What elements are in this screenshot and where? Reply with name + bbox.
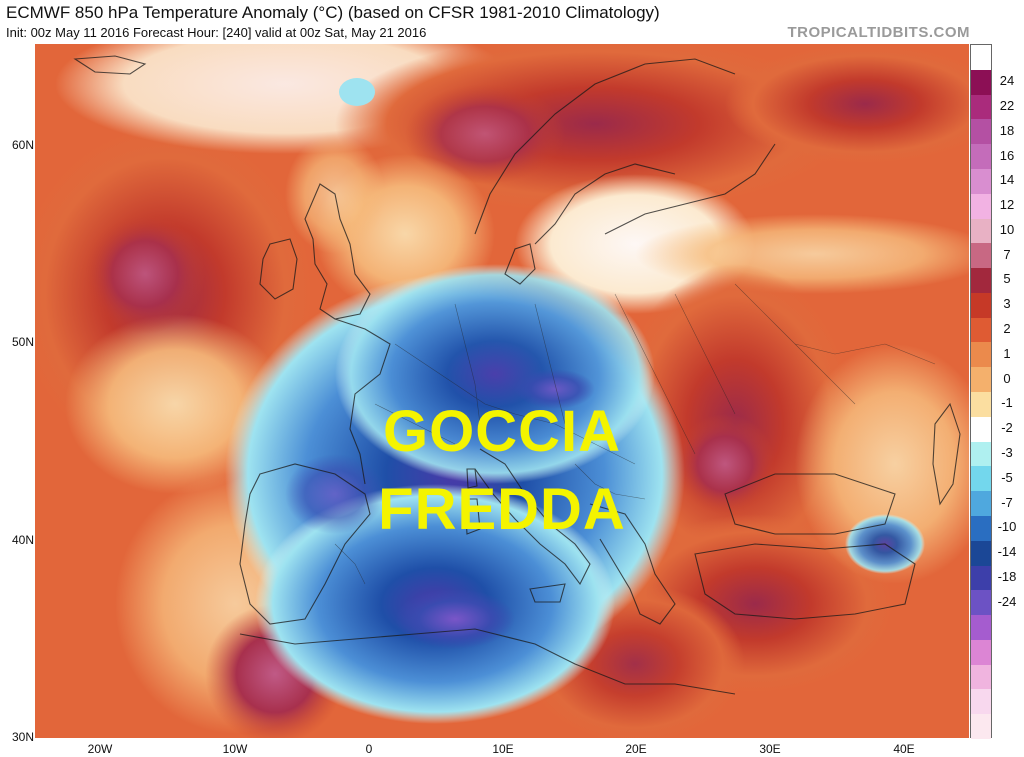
- colorbar-swatch: [971, 94, 991, 120]
- colorbar-tick-label: 3: [1003, 296, 1011, 312]
- lat-label-50n: 50N: [11, 335, 34, 349]
- colorbar-swatch: [971, 441, 991, 467]
- map-title: ECMWF 850 hPa Temperature Anomaly (°C) (…: [6, 3, 660, 22]
- colorbar-swatch: [971, 392, 991, 418]
- colorbar-swatch: [971, 714, 991, 740]
- colorbar-swatch: [971, 466, 991, 492]
- colorbar-swatch: [971, 144, 991, 170]
- colorbar-tick-label: 0: [1003, 370, 1011, 386]
- colorbar-tick-label: 16: [999, 147, 1015, 163]
- lon-label-30e: 30E: [759, 742, 781, 756]
- colorbar-swatch: [971, 193, 991, 219]
- colorbar-swatch: [971, 590, 991, 616]
- colorbar-swatch: [971, 168, 991, 195]
- colorbar-swatch: [971, 540, 991, 566]
- colorbar-swatch: [971, 664, 991, 690]
- anomaly-colorbar: [970, 44, 992, 740]
- colorbar-swatch: [971, 45, 991, 71]
- colorbar-tick-label: -3: [1001, 444, 1013, 460]
- colorbar-tick-label: -10: [997, 519, 1017, 535]
- colorbar-tick-label: -18: [997, 568, 1017, 584]
- colorbar-tick-label: 7: [1003, 246, 1011, 262]
- lon-label-0: 0: [365, 742, 373, 756]
- colorbar-tick-label: -5: [1001, 469, 1013, 485]
- colorbar-swatch: [971, 119, 991, 145]
- colorbar-swatch: [971, 317, 991, 343]
- colorbar-swatch: [971, 218, 991, 244]
- anomaly-field: [15, 14, 1005, 744]
- lat-label-30n: 30N: [11, 730, 34, 744]
- lon-label-10e: 10E: [492, 742, 514, 756]
- colorbar-tick-label: -14: [997, 544, 1017, 560]
- colorbar-tick-label: 2: [1003, 321, 1011, 337]
- colorbar-swatch: [971, 416, 991, 443]
- lon-label-40e: 40E: [893, 742, 915, 756]
- colorbar-swatch: [971, 292, 991, 319]
- colorbar-tick-label: 22: [999, 97, 1015, 113]
- lon-label-10w: 10W: [222, 742, 248, 756]
- lon-label-20e: 20E: [625, 742, 647, 756]
- temperature-anomaly-map: GOCCIA FREDDA: [15, 14, 1005, 744]
- overlay-text-line2: FREDDA: [378, 477, 626, 542]
- map-subtitle: Init: 00z May 11 2016 Forecast Hour: [24…: [6, 25, 427, 40]
- colorbar-swatch: [971, 342, 991, 368]
- colorbar-tick-label: 5: [1003, 271, 1011, 287]
- colorbar-tick-label: -24: [997, 593, 1017, 609]
- colorbar-tick-label: 24: [999, 73, 1015, 89]
- colorbar-tick-label: -7: [1001, 494, 1013, 510]
- colorbar-tick-label: 10: [999, 221, 1015, 237]
- colorbar-swatch: [971, 243, 991, 269]
- lat-label-60n: 60N: [11, 138, 34, 152]
- colorbar-swatch: [971, 689, 991, 715]
- colorbar-swatch: [971, 367, 991, 393]
- colorbar-swatch: [971, 69, 991, 96]
- colorbar-swatch: [971, 515, 991, 542]
- colorbar-swatch: [971, 639, 991, 666]
- colorbar-tick-label: 18: [999, 122, 1015, 138]
- overlay-text-line1: GOCCIA: [383, 399, 621, 464]
- colorbar-swatch: [971, 565, 991, 591]
- colorbar-tick-label: -2: [1001, 420, 1013, 436]
- colorbar-tick-label: 12: [999, 197, 1015, 213]
- lat-label-40n: 40N: [11, 533, 34, 547]
- colorbar-swatch: [971, 491, 991, 517]
- lon-label-20w: 20W: [87, 742, 113, 756]
- colorbar-swatch: [971, 615, 991, 641]
- colorbar-tick-label: -1: [1001, 395, 1013, 411]
- colorbar-tick-label: 14: [999, 172, 1015, 188]
- colorbar-swatch: [971, 268, 991, 294]
- brand-watermark: TROPICALTIDBITS.COM: [787, 24, 970, 41]
- colorbar-tick-label: 1: [1003, 345, 1011, 361]
